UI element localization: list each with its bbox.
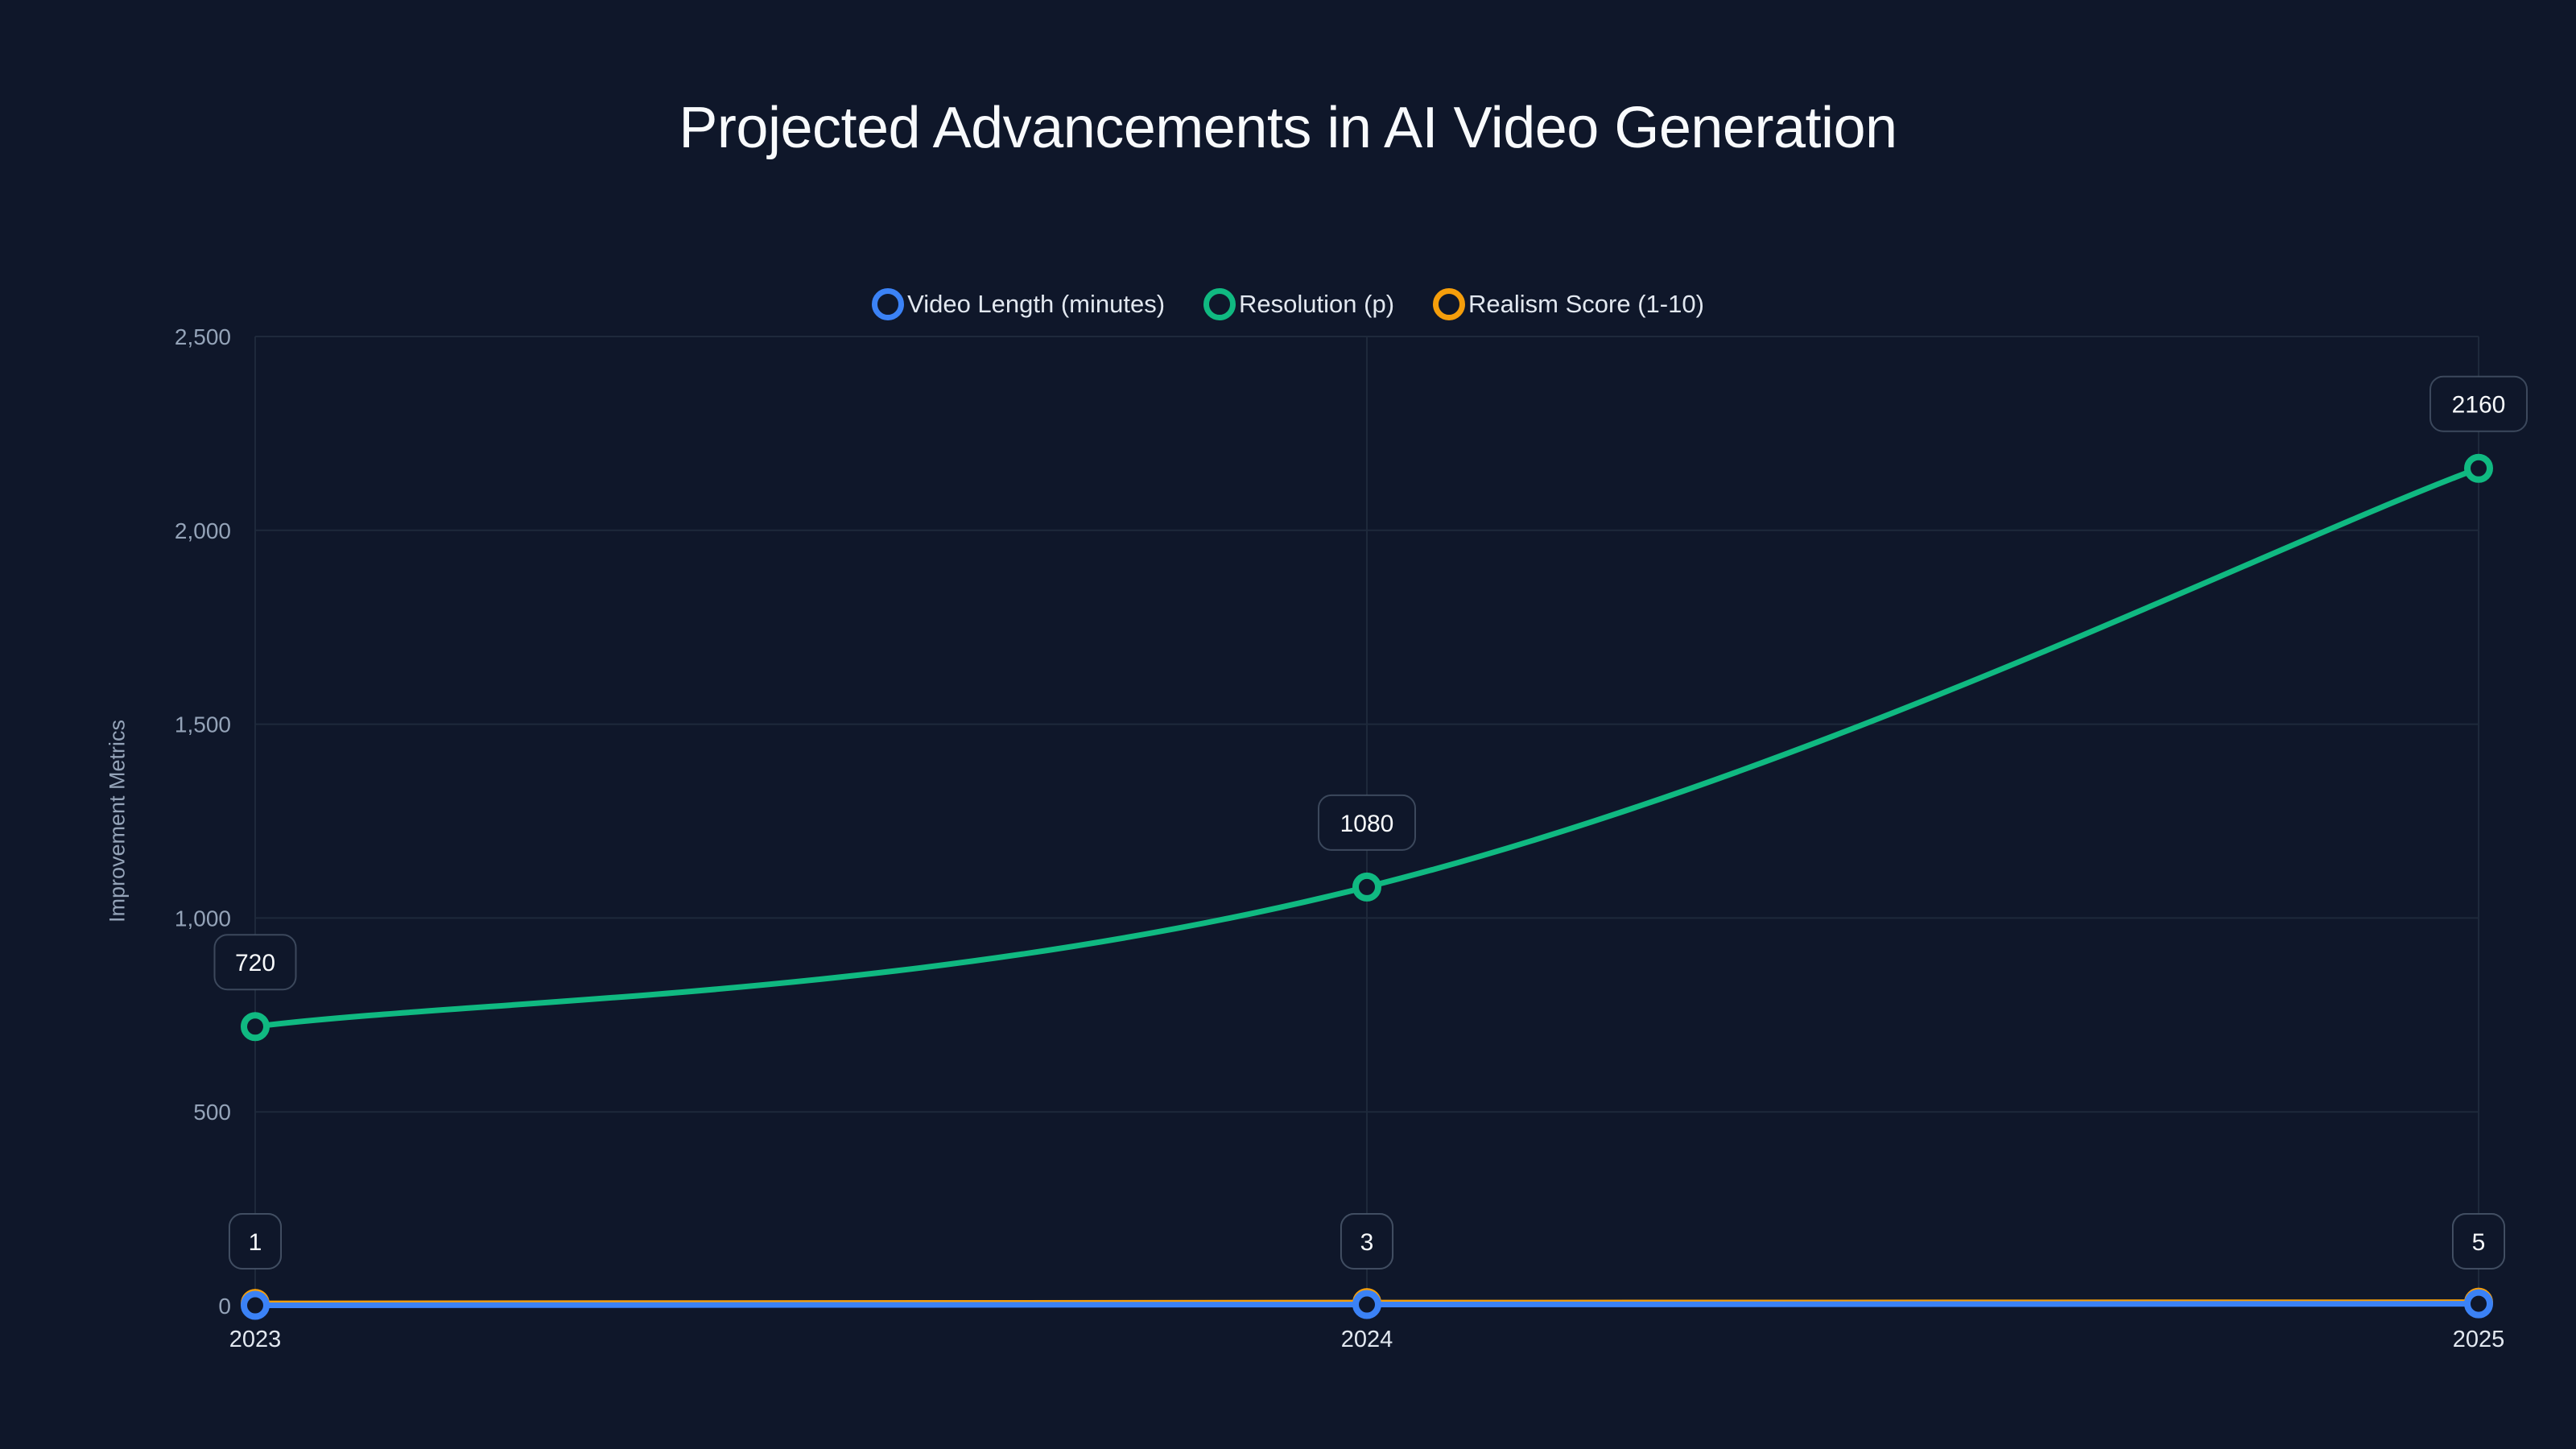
svg-text:1: 1 [249,1229,262,1256]
svg-text:5: 5 [2472,1229,2486,1256]
data-label: 5 [2452,1213,2505,1269]
data-label: 720 [213,934,297,991]
data-point-marker[interactable] [1352,1290,1381,1319]
y-tick-label: 1,000 [175,906,231,931]
chart-title: Projected Advancements in AI Video Gener… [679,96,1897,160]
series-lines [241,453,2493,1320]
svg-text:3: 3 [1360,1229,1374,1256]
svg-text:720: 720 [235,950,275,976]
y-tick-label: 2,500 [175,324,231,349]
x-tick-label: 2024 [1341,1327,1393,1352]
chart-legend: Video Length (minutes) Resolution (p) Re… [0,288,2576,320]
data-point-marker[interactable] [2464,1289,2493,1319]
svg-text:1080: 1080 [1340,811,1394,837]
legend-label: Realism Score (1-10) [1468,290,1704,318]
legend-circle-icon [1203,288,1236,320]
legend-item-video-length[interactable]: Video Length (minutes) [872,288,1165,320]
legend-circle-icon [872,288,905,320]
y-tick-label: 500 [193,1100,231,1125]
y-tick-label: 2,000 [175,518,231,543]
svg-text:2160: 2160 [2452,392,2506,419]
data-point-marker[interactable] [241,1012,270,1042]
y-tick-label: 0 [218,1294,231,1319]
legend-item-realism-score[interactable]: Realism Score (1-10) [1433,288,1704,320]
data-label: 2160 [2429,375,2528,432]
legend-circle-icon [1433,288,1466,320]
data-label: 3 [1340,1213,1393,1269]
x-tick-label: 2025 [2453,1327,2505,1352]
y-tick-label: 1,500 [175,712,231,737]
data-label: 1080 [1318,794,1416,851]
data-point-marker[interactable] [1352,872,1381,902]
data-point-marker[interactable] [241,1290,270,1320]
data-point-marker[interactable] [2464,453,2493,483]
data-label: 1 [229,1213,282,1269]
x-axis-ticks: 2023 2024 2025 [229,1327,2505,1352]
data-labels: 72010802160689135 [213,375,2528,1269]
legend-label: Video Length (minutes) [907,290,1166,318]
y-axis-ticks: 0 500 1,000 1,500 2,000 2,500 [175,324,231,1319]
legend-item-resolution[interactable]: Resolution (p) [1203,288,1394,320]
x-tick-label: 2023 [229,1327,282,1352]
legend-label: Resolution (p) [1239,290,1395,318]
